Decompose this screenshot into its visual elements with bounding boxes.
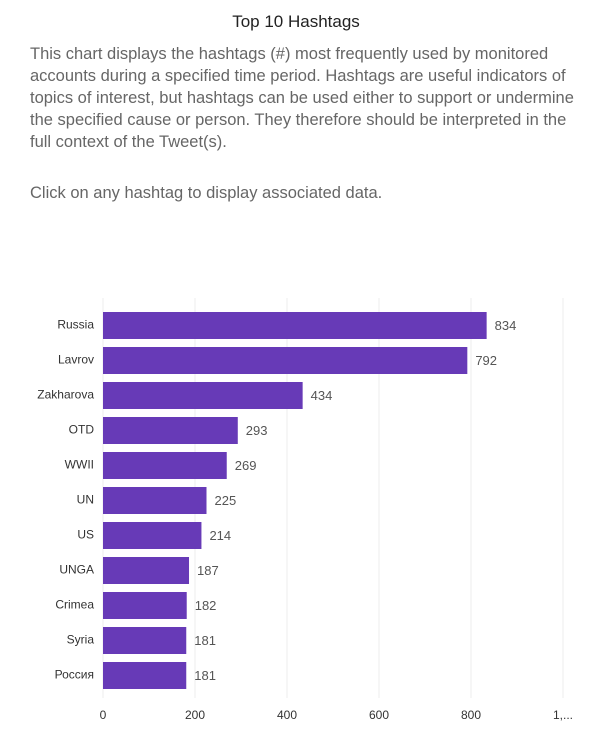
y-tick-label: WWII [65,458,94,472]
y-tick-label: UNGA [59,563,94,577]
value-label: 834 [495,318,517,333]
y-tick-label: Lavrov [58,353,94,367]
x-tick-label: 600 [369,708,389,722]
y-tick-label: Zakharova [37,388,94,402]
x-tick-label: 800 [461,708,481,722]
value-label: 269 [235,458,257,473]
chart-title: Top 10 Hashtags [232,12,360,31]
value-label: 187 [197,563,219,578]
y-tick-label: Syria [67,633,95,647]
value-label: 214 [209,528,231,543]
y-tick-label: Russia [57,318,94,332]
y-tick-label: OTD [69,423,95,437]
value-label: 182 [195,598,217,613]
x-tick-label: 0 [100,708,107,722]
bar[interactable] [103,557,190,584]
bar[interactable] [103,662,187,689]
bar[interactable] [103,452,227,479]
value-label: 181 [194,633,216,648]
bar[interactable] [103,592,187,619]
value-label: 434 [311,388,333,403]
x-tick-label: 200 [185,708,205,722]
x-tick-label: 400 [277,708,297,722]
y-tick-label: UN [77,493,94,507]
bar[interactable] [103,627,187,654]
bar[interactable] [103,382,303,409]
value-label: 792 [475,353,497,368]
bar[interactable] [103,312,487,339]
x-tick-label: 1,... [553,708,573,722]
instruction: Click on any hashtag to display associat… [30,184,383,202]
bar[interactable] [103,347,468,374]
y-tick-label: Россия [55,668,94,682]
bar[interactable] [103,417,238,444]
value-label: 181 [194,668,216,683]
y-tick-label: US [77,528,94,542]
y-tick-label: Crimea [55,598,94,612]
description: This chart displays the hashtags (#) mos… [30,45,574,151]
bar[interactable] [103,522,202,549]
bar[interactable] [103,487,207,514]
value-label: 293 [246,423,268,438]
value-label: 225 [215,493,237,508]
